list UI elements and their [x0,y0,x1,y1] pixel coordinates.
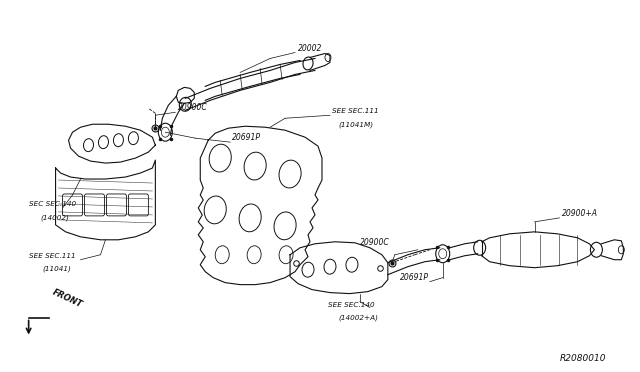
Text: 20691P: 20691P [232,133,261,142]
Text: SEE SEC.111: SEE SEC.111 [332,108,379,114]
Text: 20900C: 20900C [360,238,390,247]
Text: (14002+A): (14002+A) [338,314,378,321]
Text: R2080010: R2080010 [559,355,606,363]
Text: (11041M): (11041M) [338,121,373,128]
Text: SEE SEC.140: SEE SEC.140 [328,302,374,308]
Text: 20002: 20002 [298,44,323,52]
Text: SEE SEC.111: SEE SEC.111 [29,253,76,259]
Text: FRONT: FRONT [51,288,83,310]
Text: SEC SEC.140: SEC SEC.140 [29,201,76,207]
Text: 20900+A: 20900+A [561,209,598,218]
Text: 20900C: 20900C [179,103,208,112]
Text: (14002): (14002) [40,215,70,221]
Text: (11041): (11041) [43,266,72,272]
Text: 20691P: 20691P [400,273,429,282]
